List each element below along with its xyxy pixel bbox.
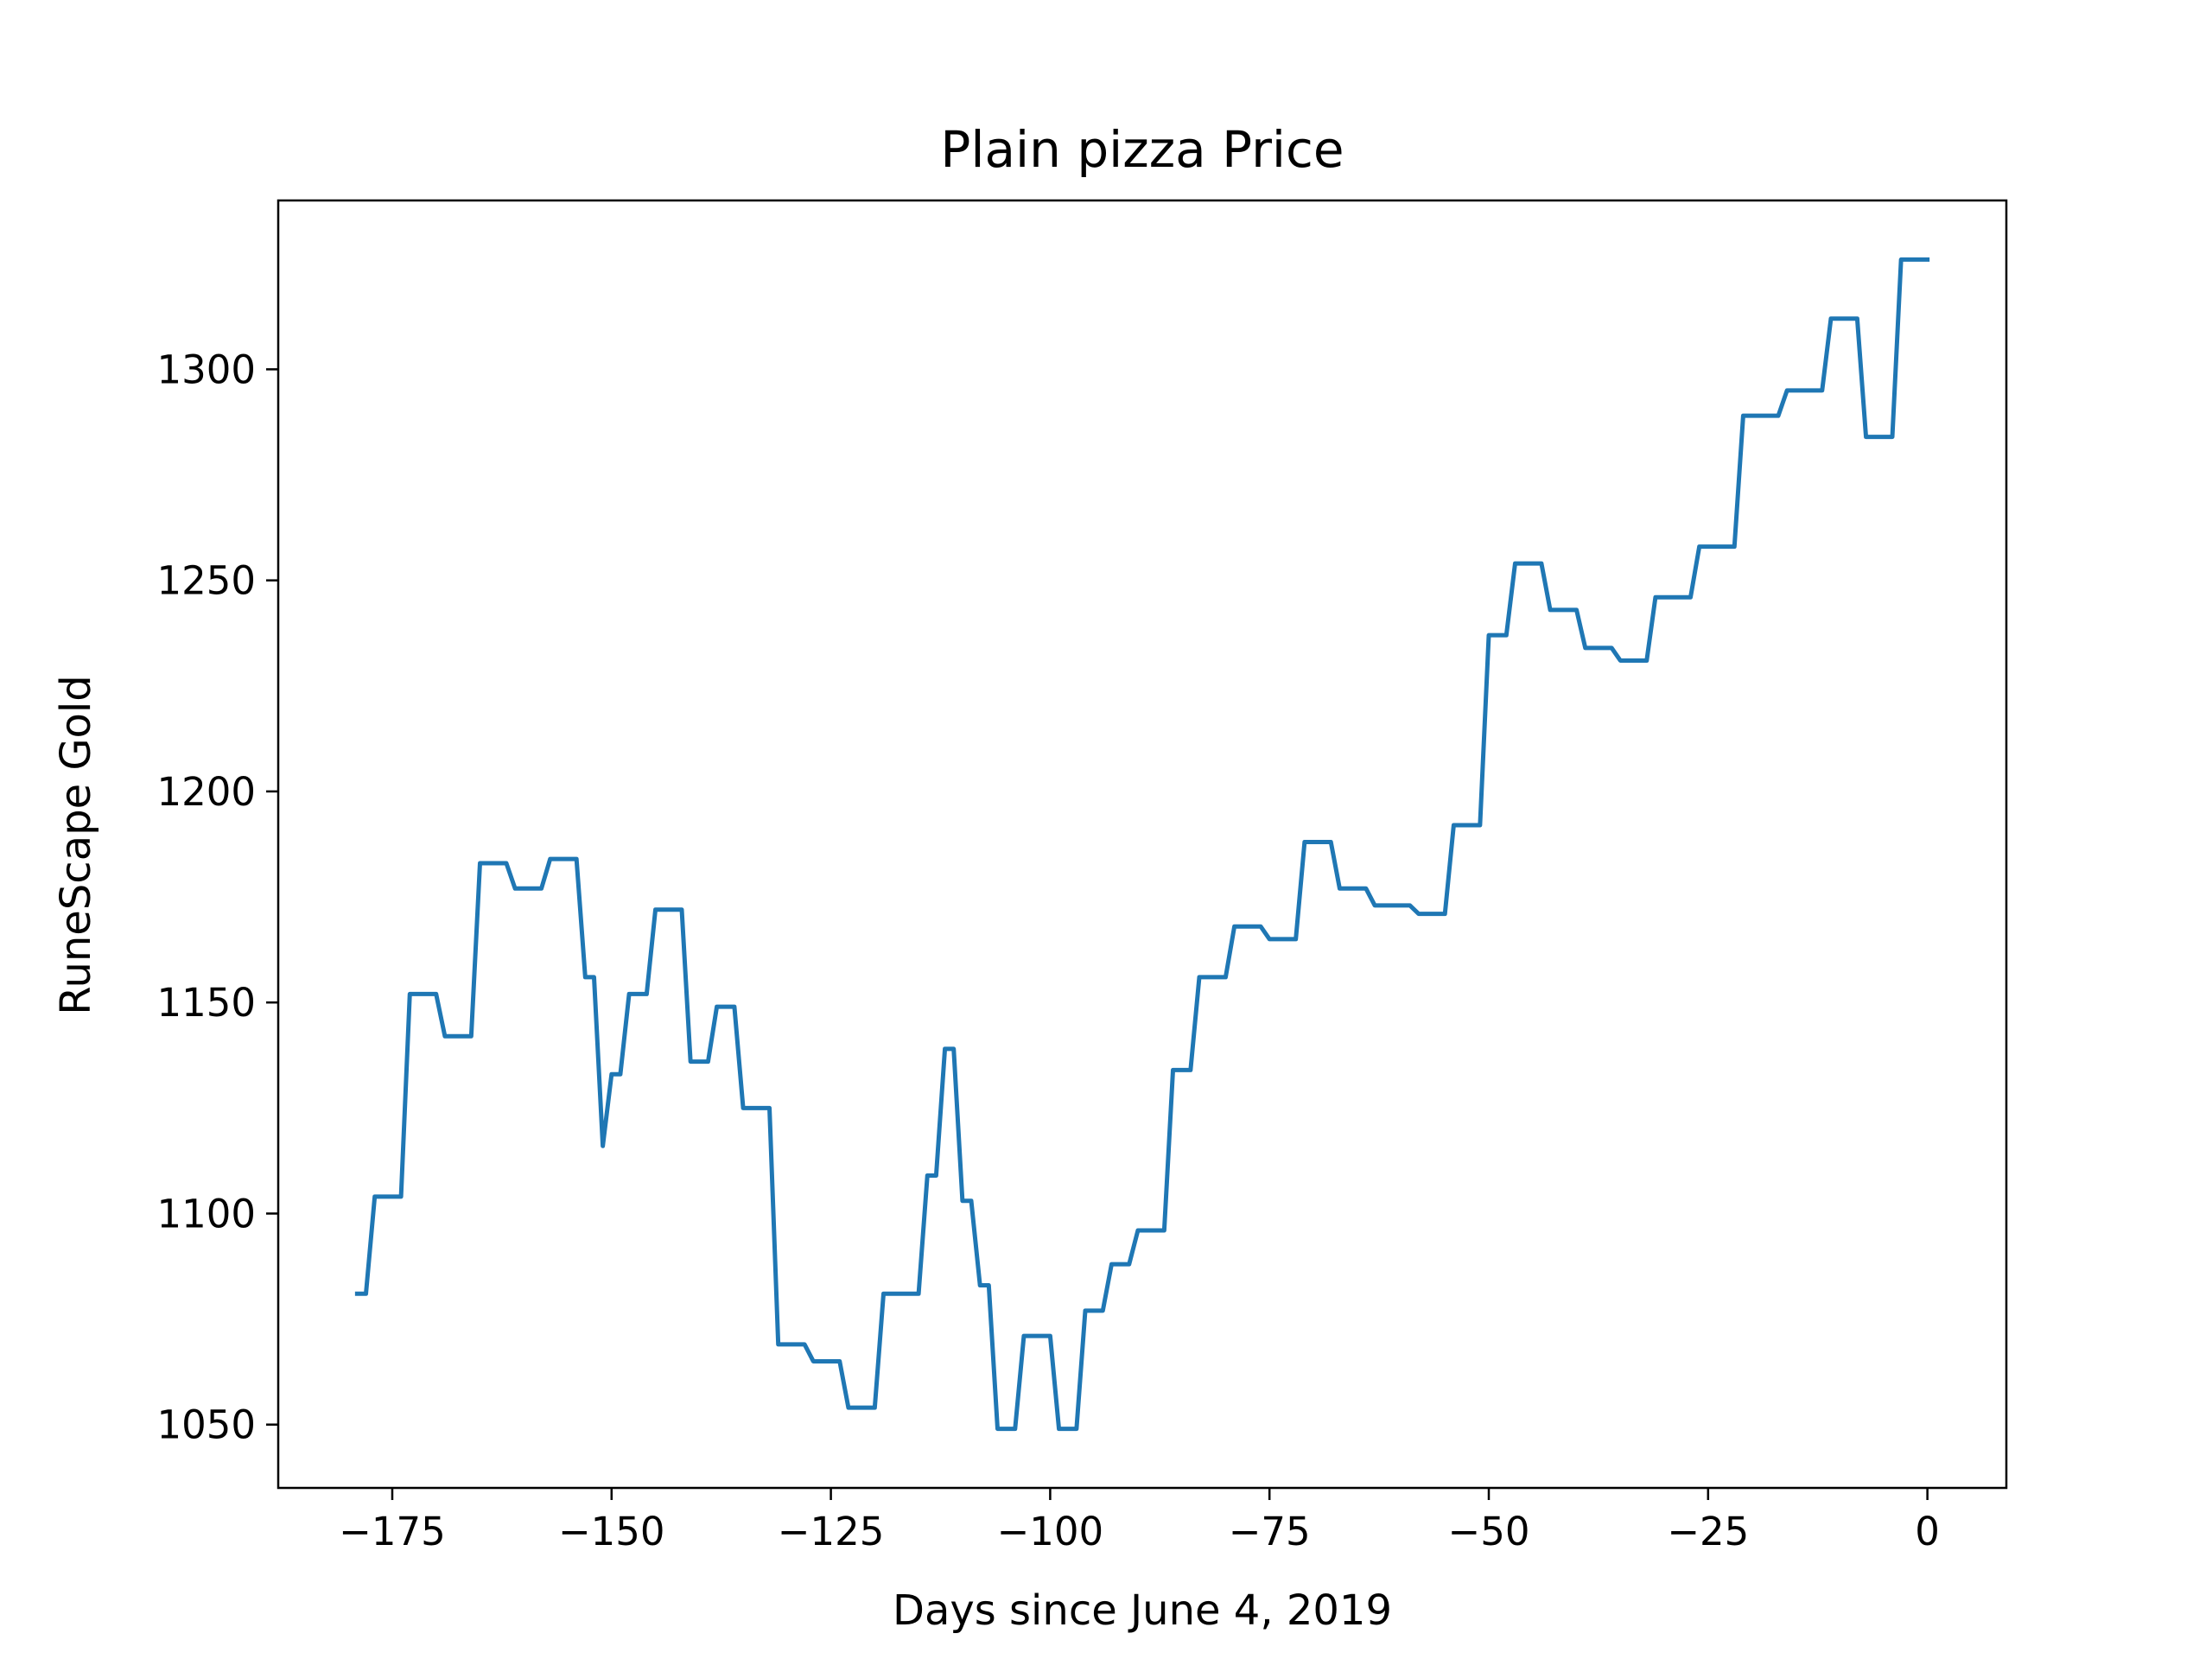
y-axis: 1050 1100 1150 1200 1250 1300: [156, 346, 278, 1448]
y-tick-label: 1100: [156, 1191, 256, 1236]
y-axis-label: RuneScape Gold: [52, 675, 100, 1014]
x-tick-label: 0: [1915, 1509, 1940, 1554]
chart-title: Plain pizza Price: [940, 120, 1344, 179]
x-tick-label: −50: [1448, 1509, 1530, 1554]
y-tick-label: 1050: [156, 1402, 256, 1448]
y-tick-label: 1150: [156, 980, 256, 1026]
x-tick-label: −125: [778, 1509, 885, 1554]
plot-area: [354, 257, 1930, 1432]
x-axis-label: Days since June 4, 2019: [893, 1586, 1392, 1635]
x-tick-label: −175: [339, 1509, 446, 1554]
series-line: [354, 257, 1930, 1432]
x-tick-label: −150: [558, 1509, 665, 1554]
x-axis: −175 −150 −125 −100 −75 −50 −25 0: [339, 1488, 1940, 1554]
plot-frame: [276, 199, 2008, 1490]
y-tick-label: 1300: [156, 346, 256, 392]
x-tick-label: −75: [1229, 1509, 1311, 1554]
x-tick-label: −100: [997, 1509, 1104, 1554]
y-tick-label: 1250: [156, 558, 256, 604]
x-tick-label: −25: [1667, 1509, 1749, 1554]
y-tick-label: 1200: [156, 769, 256, 815]
